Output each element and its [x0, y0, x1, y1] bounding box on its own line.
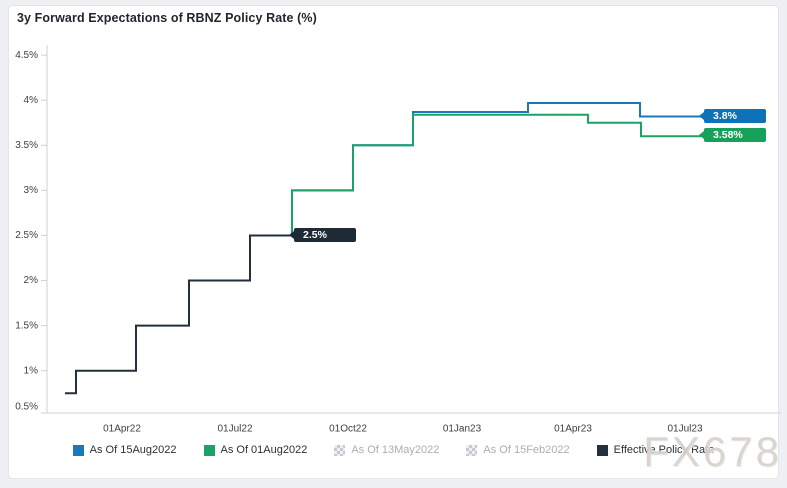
x-tick-label: 01Apr23 [554, 424, 592, 435]
y-tick-label: 4% [24, 95, 39, 106]
x-tick-label: 01Oct22 [329, 424, 367, 435]
value-label-3-8: 3.8% [699, 109, 766, 123]
legend-item-as-of-15aug2022[interactable]: As Of 15Aug2022 [72, 444, 177, 456]
y-tick-label: 4.5% [15, 50, 38, 61]
y-tick-label: 1% [24, 365, 39, 376]
legend-label: Effective Policy Rate [613, 444, 715, 456]
x-tick-label: 01Jul22 [217, 424, 252, 435]
value-label-text: 3.58% [713, 129, 743, 141]
x-tick-label: 01Jul23 [667, 424, 702, 435]
legend-label: As Of 15Feb2022 [483, 444, 570, 456]
chart-card [8, 5, 779, 479]
y-tick-label: 1.5% [15, 320, 38, 331]
value-label-3-58: 3.58% [699, 128, 766, 142]
x-tick-label: 01Apr22 [103, 424, 141, 435]
value-label-text: 2.5% [303, 229, 327, 241]
chart-title: 3y Forward Expectations of RBNZ Policy R… [17, 11, 317, 25]
legend-swatch-icon [203, 444, 215, 456]
y-tick-label: 2.5% [15, 230, 38, 241]
legend-swatch-icon [334, 444, 346, 456]
value-label-2-5: 2.5% [289, 228, 356, 242]
series-line-effective-policy-rate [65, 234, 296, 395]
x-tick-label: 01Jan23 [443, 424, 482, 435]
legend-label: As Of 15Aug2022 [89, 444, 177, 456]
value-label-text: 3.8% [713, 110, 737, 122]
legend-item-as-of-15feb2022[interactable]: As Of 15Feb2022 [466, 444, 570, 456]
y-tick-label: 3% [24, 185, 39, 196]
legend-swatch-icon [596, 444, 608, 456]
legend-swatch-icon [466, 444, 478, 456]
value-label-arrow [699, 131, 704, 139]
legend-label: As Of 13May2022 [351, 444, 440, 456]
series-line-as-of-01aug2022 [291, 113, 704, 236]
y-tick-label: 0.5% [15, 402, 38, 413]
legend-item-effective-policy-rate[interactable]: Effective Policy Rate [596, 444, 715, 456]
chart-legend: As Of 15Aug2022 As Of 01Aug2022 As Of 13Ma… [10, 444, 777, 456]
value-label-arrow [699, 112, 704, 120]
legend-item-as-of-13may2022[interactable]: As Of 13May2022 [334, 444, 439, 456]
y-tick-label: 2% [24, 275, 39, 286]
legend-swatch-icon [72, 444, 84, 456]
legend-item-as-of-01aug2022[interactable]: As Of 01Aug2022 [203, 444, 308, 456]
y-tick-label: 3.5% [15, 140, 38, 151]
value-label-arrow [289, 231, 294, 239]
legend-label: As Of 01Aug2022 [220, 444, 308, 456]
